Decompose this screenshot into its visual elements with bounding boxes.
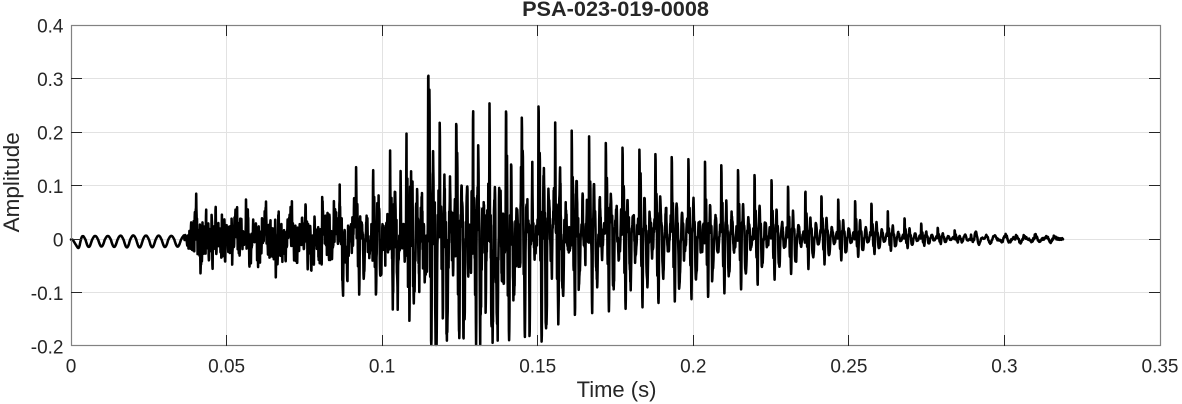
svg-text:Time (s): Time (s) (577, 377, 657, 402)
svg-text:0: 0 (53, 231, 64, 252)
svg-text:-0.2: -0.2 (31, 338, 64, 359)
svg-text:0.1: 0.1 (369, 356, 395, 377)
svg-text:0.2: 0.2 (680, 356, 706, 377)
svg-text:-0.1: -0.1 (31, 284, 64, 305)
svg-text:0.25: 0.25 (830, 356, 867, 377)
svg-text:0.3: 0.3 (991, 356, 1017, 377)
svg-text:PSA-023-019-0008: PSA-023-019-0008 (522, 0, 709, 21)
svg-text:0.35: 0.35 (1142, 356, 1179, 377)
svg-text:0.15: 0.15 (519, 356, 556, 377)
svg-text:0.3: 0.3 (37, 70, 63, 91)
svg-text:0.2: 0.2 (37, 124, 63, 145)
svg-text:0.4: 0.4 (37, 17, 64, 38)
svg-text:0: 0 (66, 356, 77, 377)
svg-text:Amplitude: Amplitude (0, 132, 24, 232)
svg-text:0.05: 0.05 (208, 356, 245, 377)
svg-text:0.1: 0.1 (37, 177, 63, 198)
